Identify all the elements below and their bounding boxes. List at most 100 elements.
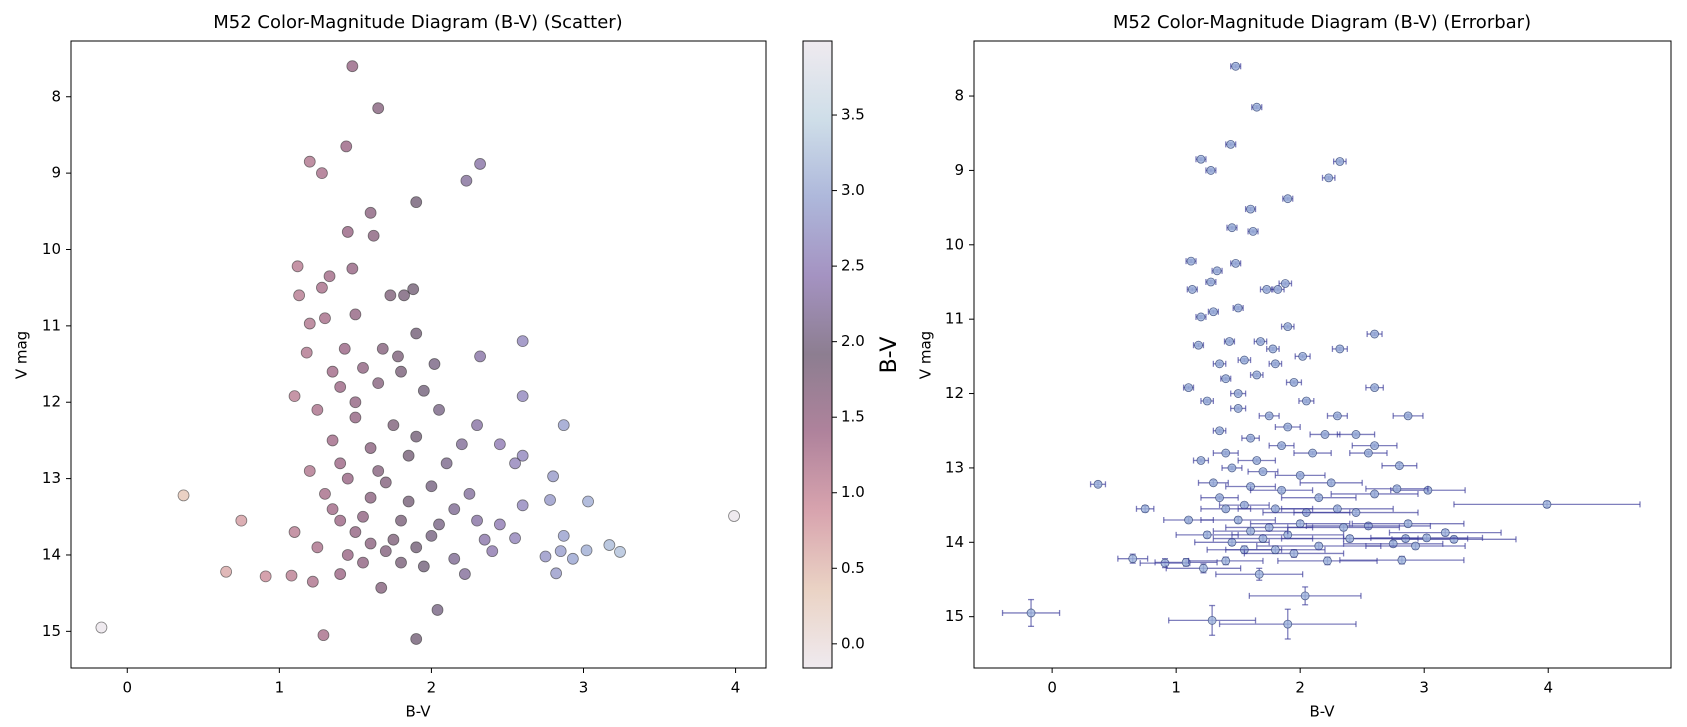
data-point (1268, 344, 1278, 354)
scatter-point (338, 342, 351, 355)
scatter-point (291, 260, 304, 273)
y-tick-label: 15 (945, 607, 964, 625)
y-tick-label: 11 (945, 310, 964, 328)
scatter-point (448, 503, 461, 516)
x-tick-label: 0 (1047, 679, 1057, 697)
scatter-point (516, 335, 529, 348)
scatter-point (306, 575, 319, 588)
y-axis-label: V mag (13, 331, 31, 379)
y-tick-label: 8 (51, 87, 61, 105)
scatter-point (392, 350, 404, 363)
scatter-point (346, 262, 359, 275)
scatter-point (319, 487, 331, 500)
data-point (1233, 303, 1243, 313)
scatter-point (326, 503, 339, 516)
colorbar (802, 40, 833, 669)
scatter-point (410, 541, 423, 554)
data-point (1026, 608, 1036, 618)
scatter-point (455, 438, 468, 451)
data-point (1252, 102, 1262, 112)
scatter-point (349, 411, 362, 424)
scatter-point (402, 495, 415, 508)
scatter-point (417, 384, 430, 397)
y-tick-label: 10 (945, 235, 964, 253)
data-point (1246, 526, 1255, 536)
scatter-point (539, 550, 552, 563)
data-point (1187, 285, 1197, 294)
data-point (1140, 504, 1150, 514)
scatter-point (341, 226, 354, 238)
colorbar-tick-label: 3.0 (841, 181, 865, 199)
scatter-point (326, 434, 339, 447)
colorbar-tick-label: 1.0 (841, 483, 865, 501)
scatter-point (410, 196, 423, 209)
scatter-point (311, 541, 324, 554)
y-tick-label: 13 (42, 469, 61, 487)
scatter-point (557, 529, 570, 542)
data-point (1277, 485, 1286, 495)
scatter-point (425, 529, 438, 542)
data-point (1207, 615, 1217, 625)
data-point (1326, 478, 1336, 488)
data-point (1270, 504, 1280, 514)
data-point (1283, 422, 1293, 432)
data-point (1422, 533, 1432, 543)
scatter-point (448, 552, 461, 565)
data-point (1339, 523, 1348, 532)
y-tick-label: 11 (42, 316, 61, 334)
data-point (1215, 426, 1224, 436)
data-point (1308, 448, 1317, 458)
y-tick-label: 12 (945, 384, 964, 402)
scatter-point (395, 514, 407, 527)
data-point (1252, 456, 1262, 465)
data-point (1289, 549, 1299, 558)
data-point (1270, 359, 1280, 369)
scatter-point (407, 283, 420, 296)
data-point (1264, 411, 1274, 421)
data-point (1258, 534, 1268, 543)
data-point (1239, 355, 1249, 365)
data-point (1206, 277, 1216, 287)
scatter-point (433, 518, 445, 531)
data-point (1215, 359, 1224, 369)
data-point (1227, 223, 1237, 233)
data-point (1542, 499, 1552, 509)
colorbar-tick-label: 3.5 (841, 106, 865, 124)
scatter-point (728, 510, 740, 522)
data-point (1397, 555, 1407, 565)
scatter-point (311, 403, 324, 416)
scatter-point (614, 546, 626, 558)
scatter-point (293, 289, 306, 302)
data-point (1184, 515, 1193, 525)
data-point (1335, 344, 1345, 354)
scatter-point (303, 155, 316, 168)
scatter-point (288, 526, 301, 538)
colorbar-tick-label: 0.0 (841, 634, 865, 652)
data-point (1351, 430, 1361, 439)
scatter-point (557, 419, 570, 432)
y-tick-label: 8 (954, 87, 964, 105)
data-point (1392, 484, 1402, 494)
scatter-point (387, 533, 400, 546)
scatter-point (372, 102, 385, 115)
x-axis-label: B-V (405, 703, 431, 721)
scatter-point (398, 289, 410, 302)
scatter-point (376, 342, 389, 355)
chart-title: M52 Color-Magnitude Diagram (B-V) (Error… (1113, 12, 1531, 33)
data-point (1289, 377, 1299, 387)
data-point (1186, 256, 1196, 266)
scatter-point (316, 167, 328, 180)
data-point (1370, 489, 1379, 499)
data-point (1196, 456, 1206, 465)
scatter-point (458, 568, 471, 580)
scatter-point (300, 346, 313, 359)
scatter-point (334, 381, 347, 393)
data-point (1449, 534, 1459, 544)
scatter-point (478, 533, 491, 546)
x-tick-label: 4 (1543, 679, 1553, 697)
x-tick-label: 4 (731, 679, 741, 697)
scatter-point (433, 403, 445, 416)
scatter-point (410, 633, 423, 645)
scatter-point (554, 545, 567, 558)
